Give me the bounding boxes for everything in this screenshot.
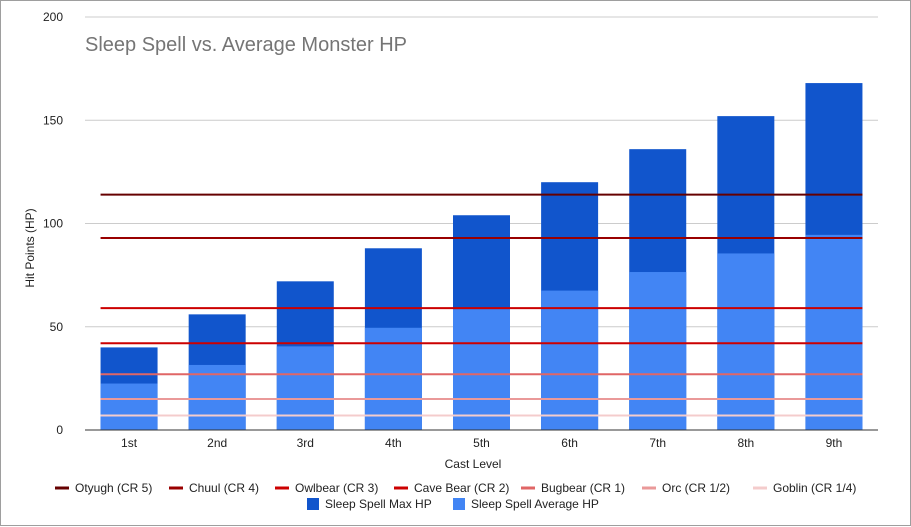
x-tick-label: 6th xyxy=(561,436,578,450)
bar-average-hp xyxy=(629,272,687,430)
legend-label: Chuul (CR 4) xyxy=(189,481,259,495)
x-tick-label: 5th xyxy=(473,436,490,450)
y-axis-label: Hit Points (HP) xyxy=(23,208,37,287)
x-tick-label: 7th xyxy=(649,436,666,450)
y-tick-label: 100 xyxy=(43,217,63,231)
bar-average-hp xyxy=(276,346,334,430)
bar-average-hp xyxy=(100,383,158,430)
legend-label: Bugbear (CR 1) xyxy=(541,481,625,495)
x-tick-label: 2nd xyxy=(207,436,227,450)
x-tick-label: 1st xyxy=(121,436,138,450)
legend-swatch xyxy=(307,498,319,510)
legend-label: Owlbear (CR 3) xyxy=(295,481,378,495)
legend: Otyugh (CR 5) Chuul (CR 4) Owlbear (CR 3) C… xyxy=(55,481,856,511)
legend-label: Cave Bear (CR 2) xyxy=(414,481,509,495)
x-tick-label: 4th xyxy=(385,436,402,450)
x-tick-label: 9th xyxy=(826,436,843,450)
bar-average-hp xyxy=(453,309,510,430)
legend-label: Otyugh (CR 5) xyxy=(75,481,152,495)
y-tick-label: 150 xyxy=(43,113,63,127)
y-tick-label: 50 xyxy=(50,320,64,334)
legend-swatch xyxy=(453,498,465,510)
monster-hp-lines xyxy=(100,193,863,417)
legend-label: Sleep Spell Average HP xyxy=(471,497,599,511)
bars xyxy=(100,83,863,431)
legend-label: Sleep Spell Max HP xyxy=(325,497,432,511)
x-axis-ticks: 1st 2nd 3rd 4th 5th 6th 7th 8th 9th xyxy=(121,436,842,450)
x-tick-label: 8th xyxy=(737,436,754,450)
y-tick-label: 200 xyxy=(43,10,63,24)
x-axis-label: Cast Level xyxy=(445,457,502,471)
bar-average-hp xyxy=(717,253,775,430)
chart-title: Sleep Spell vs. Average Monster HP xyxy=(85,34,407,56)
bar-average-hp xyxy=(541,290,599,430)
y-axis-ticks: 0 50 100 150 200 xyxy=(43,10,63,437)
legend-label: Goblin (CR 1/4) xyxy=(773,481,856,495)
bar-average-hp xyxy=(188,364,246,430)
bar-average-hp xyxy=(364,327,422,430)
bar-average-hp xyxy=(805,234,863,430)
x-tick-label: 3rd xyxy=(297,436,314,450)
y-tick-label: 0 xyxy=(56,423,63,437)
legend-label: Orc (CR 1/2) xyxy=(662,481,730,495)
